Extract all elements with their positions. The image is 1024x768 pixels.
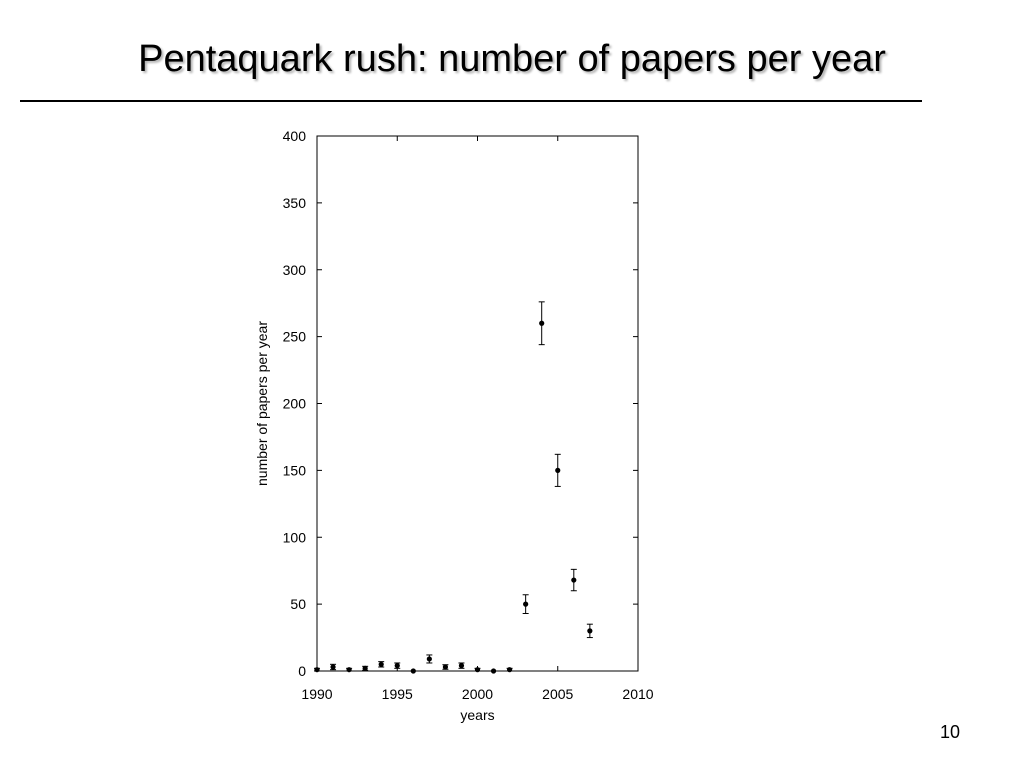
data-point: [314, 667, 320, 673]
y-tick-label: 400: [283, 128, 307, 144]
data-point: [346, 667, 352, 673]
y-tick-label: 250: [283, 329, 307, 345]
y-tick-label: 300: [283, 262, 307, 278]
data-point: [330, 664, 336, 670]
slide-title: Pentaquark rush: number of papers per ye…: [138, 38, 886, 80]
y-tick-label: 0: [298, 663, 306, 679]
plot-frame: [316, 135, 639, 672]
data-point: [571, 577, 577, 583]
data-point: [474, 667, 481, 673]
data-point: [410, 668, 416, 674]
y-tick-label: 350: [283, 195, 307, 211]
x-tick-label: 1990: [301, 686, 332, 702]
x-axis-title: years: [460, 707, 494, 723]
y-axis: 0 50 100 150 200 250 300 350 400: [283, 128, 638, 679]
title-divider: [20, 100, 922, 102]
data-point: [378, 661, 384, 667]
data-point: [426, 656, 432, 662]
x-tick-label: 1995: [382, 686, 413, 702]
data-point: [587, 628, 593, 634]
data-point: [507, 667, 513, 673]
data-points: [314, 301, 593, 674]
data-point: [523, 601, 529, 607]
y-tick-label: 100: [283, 529, 307, 545]
data-point: [539, 320, 545, 326]
x-tick-label: 2005: [542, 686, 573, 702]
data-point: [362, 665, 368, 671]
data-point: [394, 663, 400, 669]
y-tick-label: 150: [283, 462, 307, 478]
x-axis: 1990 1995 2000 2005 2010: [301, 136, 654, 702]
data-point: [490, 668, 497, 674]
y-tick-label: 200: [283, 396, 307, 412]
slide-number: 10: [939, 722, 961, 742]
y-tick-label: 50: [290, 596, 306, 612]
y-axis-title: number of papers per year: [254, 321, 270, 486]
x-tick-label: 2010: [622, 686, 653, 702]
data-point: [458, 663, 465, 669]
x-tick-label: 2000: [462, 686, 493, 702]
data-point: [555, 467, 561, 473]
data-point: [442, 664, 448, 670]
